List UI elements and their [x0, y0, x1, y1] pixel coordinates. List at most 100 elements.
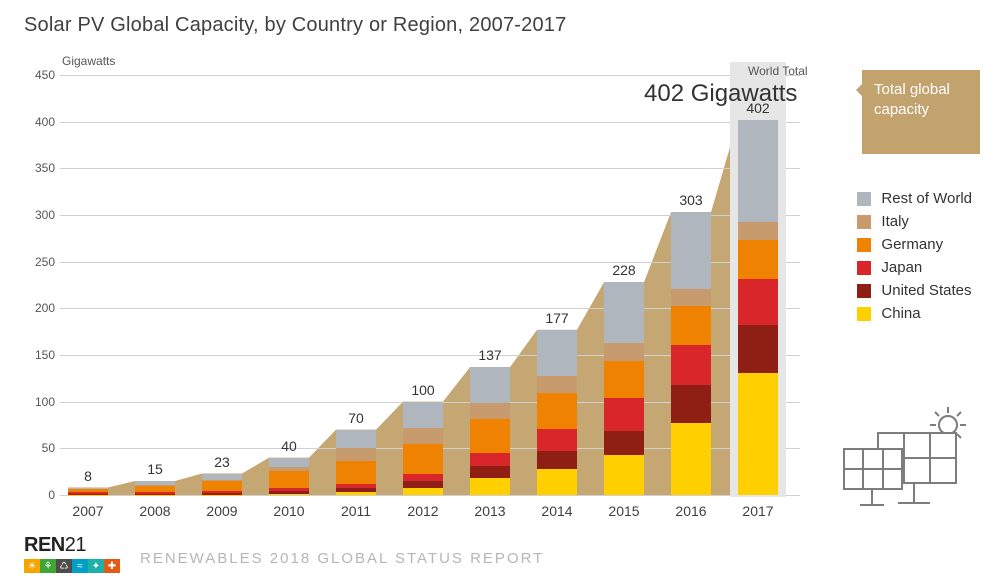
bar-2016: 303	[671, 212, 711, 495]
logo-strip-icon: ☀	[24, 559, 40, 573]
seg-row	[470, 367, 510, 402]
x-tick: 2011	[341, 503, 371, 519]
callout-box: Total global capacity	[862, 70, 980, 154]
seg-germany	[671, 306, 711, 344]
y-tick: 100	[15, 395, 55, 409]
bar-total-label: 177	[537, 310, 577, 330]
seg-row	[537, 330, 577, 376]
seg-china	[269, 494, 309, 495]
seg-germany	[537, 393, 577, 428]
grid-line	[60, 122, 800, 123]
seg-row	[336, 430, 376, 449]
seg-japan	[671, 345, 711, 385]
y-tick: 200	[15, 301, 55, 315]
seg-china	[671, 423, 711, 495]
bar-2008: 15	[135, 481, 175, 495]
y-tick: 450	[15, 68, 55, 82]
seg-us	[537, 451, 577, 469]
ren21-logo: REN21 ☀⚘♺≈✦✚	[24, 534, 120, 573]
bar-total-label: 23	[202, 454, 242, 474]
seg-germany	[604, 361, 644, 398]
x-tick: 2010	[273, 503, 304, 519]
x-tick: 2009	[206, 503, 237, 519]
legend-swatch	[857, 261, 871, 275]
bar-2017: 402	[738, 120, 778, 495]
legend-swatch	[857, 284, 871, 298]
seg-us	[604, 431, 644, 455]
logo-strip-icon: ♺	[56, 559, 72, 573]
grid-line	[60, 495, 800, 496]
seg-germany	[738, 240, 778, 279]
chart-title: Solar PV Global Capacity, by Country or …	[24, 14, 566, 37]
y-tick: 50	[15, 441, 55, 455]
legend-label: Rest of World	[881, 190, 972, 207]
seg-china	[604, 455, 644, 495]
footer-report: RENEWABLES 2018 GLOBAL STATUS REPORT	[140, 550, 544, 567]
x-tick: 2012	[407, 503, 438, 519]
seg-germany	[269, 471, 309, 488]
legend-label: United States	[881, 282, 971, 299]
x-tick: 2008	[139, 503, 170, 519]
legend-label: Japan	[881, 259, 922, 276]
legend-swatch	[857, 192, 871, 206]
seg-italy	[537, 376, 577, 394]
logo-strip-icon: ✚	[104, 559, 120, 573]
bar-2010: 40	[269, 458, 309, 495]
x-tick: 2016	[675, 503, 706, 519]
y-tick: 400	[15, 115, 55, 129]
logo-icon-strip: ☀⚘♺≈✦✚	[24, 559, 120, 573]
world-total-value: 402 Gigawatts	[644, 80, 797, 108]
x-tick: 2013	[474, 503, 505, 519]
logo-strip-icon: ≈	[72, 559, 88, 573]
bar-2007: 8	[68, 488, 108, 495]
seg-italy	[336, 448, 376, 460]
y-tick: 300	[15, 208, 55, 222]
legend-swatch	[857, 215, 871, 229]
seg-china	[403, 488, 443, 495]
seg-row	[604, 282, 644, 343]
logo-strip-icon: ✦	[88, 559, 104, 573]
seg-italy	[403, 428, 443, 444]
legend: Rest of WorldItalyGermanyJapanUnited Sta…	[857, 190, 972, 328]
legend-item-germany: Germany	[857, 236, 972, 253]
bar-total-label: 228	[604, 262, 644, 282]
seg-germany	[202, 481, 242, 490]
bar-total-label: 8	[68, 468, 108, 488]
seg-germany	[336, 461, 376, 484]
chart-area: 0501001502002503003504004508200715200823…	[60, 75, 800, 495]
seg-japan	[537, 429, 577, 451]
y-tick: 150	[15, 348, 55, 362]
seg-japan	[470, 453, 510, 466]
seg-japan	[738, 279, 778, 325]
x-tick: 2015	[608, 503, 639, 519]
seg-germany	[470, 419, 510, 453]
seg-italy	[604, 343, 644, 361]
seg-us	[671, 385, 711, 423]
seg-china	[537, 469, 577, 495]
seg-china	[470, 478, 510, 495]
seg-row	[269, 458, 309, 467]
grid-line	[60, 75, 800, 76]
x-tick: 2017	[742, 503, 773, 519]
seg-row	[202, 474, 242, 481]
legend-label: Germany	[881, 236, 943, 253]
bar-total-label: 303	[671, 192, 711, 212]
bar-2011: 70	[336, 430, 376, 495]
seg-us	[470, 466, 510, 478]
x-tick: 2014	[541, 503, 572, 519]
y-tick: 350	[15, 161, 55, 175]
y-tick: 250	[15, 255, 55, 269]
legend-item-japan: Japan	[857, 259, 972, 276]
bar-total-label: 137	[470, 347, 510, 367]
bar-2013: 137	[470, 367, 510, 495]
legend-swatch	[857, 307, 871, 321]
callout-text: Total global capacity	[874, 81, 950, 118]
seg-japan	[604, 398, 644, 431]
legend-item-china: China	[857, 305, 972, 322]
bar-total-label: 40	[269, 438, 309, 458]
legend-swatch	[857, 238, 871, 252]
y-axis-label: Gigawatts	[62, 54, 115, 68]
seg-china	[738, 373, 778, 495]
seg-row	[403, 402, 443, 428]
seg-us	[738, 325, 778, 373]
